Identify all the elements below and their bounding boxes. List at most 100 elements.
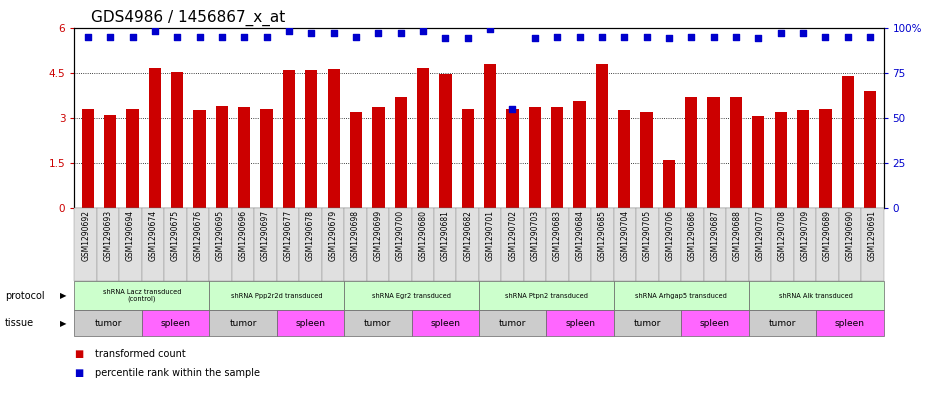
Point	[751, 35, 765, 42]
Text: GSM1290677: GSM1290677	[284, 210, 292, 261]
Point	[416, 28, 431, 34]
Bar	[685, 97, 698, 208]
Bar	[260, 109, 272, 208]
Text: GSM1290696: GSM1290696	[238, 210, 247, 261]
Text: GSM1290695: GSM1290695	[216, 210, 225, 261]
Point	[460, 35, 475, 42]
Bar	[819, 109, 831, 208]
Point	[728, 33, 743, 40]
Text: protocol: protocol	[5, 291, 45, 301]
Text: ■: ■	[74, 349, 84, 359]
Bar	[149, 68, 161, 208]
Text: ■: ■	[74, 367, 84, 378]
Text: percentile rank within the sample: percentile rank within the sample	[95, 367, 259, 378]
Point	[505, 106, 520, 112]
Text: GSM1290697: GSM1290697	[261, 210, 270, 261]
Bar	[663, 160, 675, 208]
Point	[841, 33, 856, 40]
Bar	[708, 97, 720, 208]
Bar	[506, 109, 519, 208]
Bar	[730, 97, 742, 208]
Text: transformed count: transformed count	[95, 349, 186, 359]
Point	[125, 33, 140, 40]
Text: GSM1290693: GSM1290693	[103, 210, 113, 261]
Text: GSM1290700: GSM1290700	[396, 210, 405, 261]
Text: GSM1290692: GSM1290692	[81, 210, 90, 261]
Text: shRNA Egr2 transduced: shRNA Egr2 transduced	[372, 293, 451, 299]
Text: spleen: spleen	[565, 319, 595, 328]
Bar	[171, 72, 183, 208]
Text: spleen: spleen	[296, 319, 326, 328]
Text: GSM1290698: GSM1290698	[351, 210, 360, 261]
Text: GSM1290701: GSM1290701	[485, 210, 495, 261]
Text: spleen: spleen	[700, 319, 730, 328]
Point	[572, 33, 587, 40]
Point	[438, 35, 453, 42]
Text: GSM1290691: GSM1290691	[868, 210, 877, 261]
Text: spleen: spleen	[835, 319, 865, 328]
Point	[661, 35, 676, 42]
Text: shRNA Ptpn2 transduced: shRNA Ptpn2 transduced	[505, 293, 588, 299]
Point	[282, 28, 297, 34]
Text: spleen: spleen	[431, 319, 460, 328]
Point	[550, 33, 565, 40]
Point	[818, 33, 833, 40]
Text: GSM1290676: GSM1290676	[193, 210, 203, 261]
Bar	[193, 110, 206, 208]
Text: GSM1290694: GSM1290694	[126, 210, 135, 261]
Bar	[104, 115, 116, 208]
Text: GSM1290705: GSM1290705	[643, 210, 652, 261]
Text: GSM1290687: GSM1290687	[711, 210, 720, 261]
Point	[773, 30, 788, 36]
Text: GSM1290690: GSM1290690	[845, 210, 855, 261]
Point	[349, 33, 364, 40]
Text: GSM1290709: GSM1290709	[801, 210, 809, 261]
Text: GSM1290689: GSM1290689	[823, 210, 831, 261]
Text: tumor: tumor	[365, 319, 392, 328]
Point	[684, 33, 698, 40]
Bar	[461, 109, 474, 208]
Bar	[752, 116, 764, 208]
Text: GSM1290678: GSM1290678	[306, 210, 315, 261]
Text: GSM1290675: GSM1290675	[171, 210, 180, 261]
Bar	[372, 107, 384, 208]
Text: GSM1290688: GSM1290688	[733, 210, 742, 261]
Bar	[439, 74, 452, 208]
Text: GSM1290681: GSM1290681	[441, 210, 450, 261]
Bar	[394, 97, 406, 208]
Bar	[797, 110, 809, 208]
Point	[102, 33, 117, 40]
Bar	[305, 70, 317, 208]
Point	[193, 33, 207, 40]
Text: GSM1290708: GSM1290708	[777, 210, 787, 261]
Point	[259, 33, 274, 40]
Bar	[551, 107, 564, 208]
Bar	[350, 112, 362, 208]
Text: shRNA Ppp2r2d transduced: shRNA Ppp2r2d transduced	[231, 293, 323, 299]
Point	[527, 35, 542, 42]
Point	[617, 33, 631, 40]
Text: GSM1290706: GSM1290706	[666, 210, 674, 261]
Bar	[238, 107, 250, 208]
Bar	[528, 107, 541, 208]
Text: ▶: ▶	[60, 291, 66, 300]
Point	[237, 33, 252, 40]
Bar	[283, 70, 295, 208]
Bar	[574, 101, 586, 208]
Text: GSM1290702: GSM1290702	[508, 210, 517, 261]
Text: tumor: tumor	[634, 319, 661, 328]
Point	[80, 33, 95, 40]
Bar	[484, 64, 497, 208]
Point	[170, 33, 185, 40]
Text: tumor: tumor	[95, 319, 122, 328]
Bar	[842, 76, 854, 208]
Bar	[618, 110, 631, 208]
Bar	[596, 64, 608, 208]
Bar	[216, 106, 228, 208]
Point	[371, 30, 386, 36]
Point	[393, 30, 408, 36]
Point	[483, 26, 498, 33]
Text: GSM1290685: GSM1290685	[598, 210, 607, 261]
Point	[326, 30, 341, 36]
Text: GSM1290699: GSM1290699	[373, 210, 382, 261]
